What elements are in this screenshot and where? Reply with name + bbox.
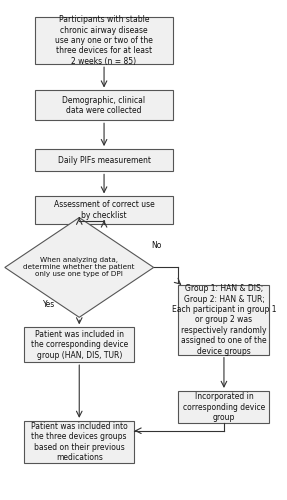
Text: Patient was included into
the three devices groups
based on their previous
medic: Patient was included into the three devi… xyxy=(31,422,128,462)
FancyBboxPatch shape xyxy=(35,17,173,64)
FancyBboxPatch shape xyxy=(35,196,173,224)
FancyBboxPatch shape xyxy=(24,328,134,362)
Text: Assessment of correct use
by checklist: Assessment of correct use by checklist xyxy=(54,200,154,220)
Text: Group 1: HAN & DIS;
Group 2: HAN & TUR;
Each participant in group 1
or group 2 w: Group 1: HAN & DIS; Group 2: HAN & TUR; … xyxy=(172,284,276,356)
Text: Yes: Yes xyxy=(43,300,55,310)
Text: No: No xyxy=(151,240,162,250)
Text: When analyzing data,
determine whether the patient
only use one type of DPI: When analyzing data, determine whether t… xyxy=(24,258,135,278)
Text: Patient was included in
the corresponding device
group (HAN, DIS, TUR): Patient was included in the correspondin… xyxy=(31,330,128,360)
Text: Demographic, clinical
data were collected: Demographic, clinical data were collecte… xyxy=(63,96,146,115)
Text: Daily PIFs measurement: Daily PIFs measurement xyxy=(58,156,151,165)
FancyBboxPatch shape xyxy=(179,391,269,424)
FancyBboxPatch shape xyxy=(24,421,134,463)
Polygon shape xyxy=(5,218,154,318)
FancyBboxPatch shape xyxy=(179,285,269,354)
FancyBboxPatch shape xyxy=(35,90,173,120)
Text: Incorporated in
corresponding device
group: Incorporated in corresponding device gro… xyxy=(183,392,265,422)
FancyBboxPatch shape xyxy=(35,149,173,172)
Text: Participants with stable
chronic airway disease
use any one or two of the
three : Participants with stable chronic airway … xyxy=(55,16,153,66)
